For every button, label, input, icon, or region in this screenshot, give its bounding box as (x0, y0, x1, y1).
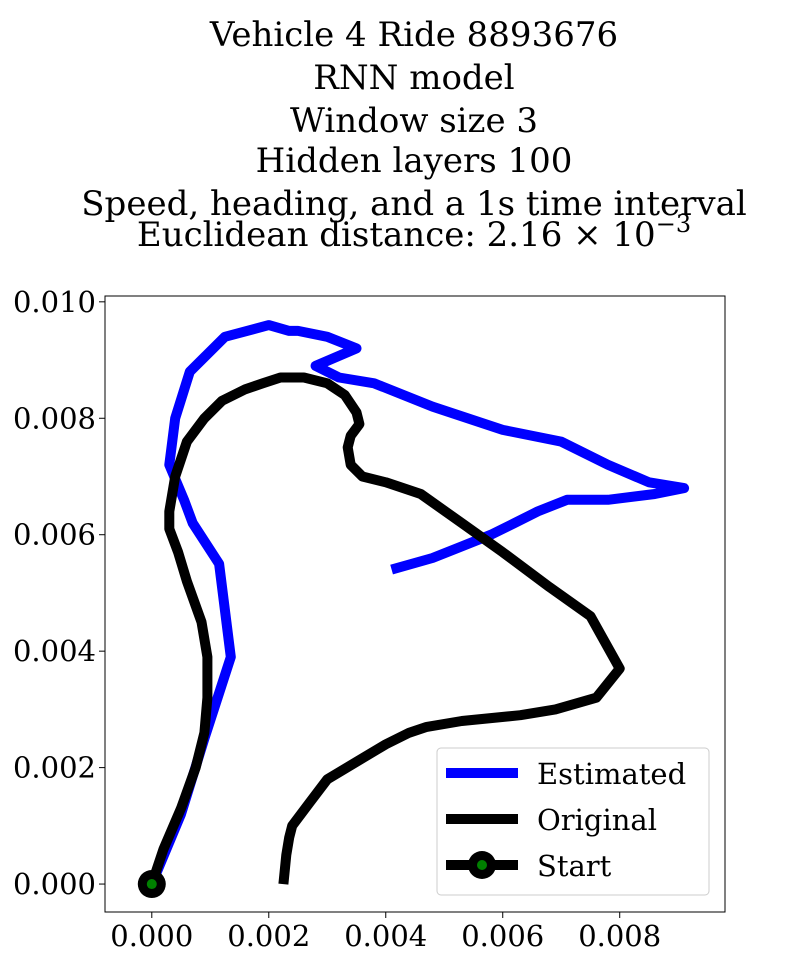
plot-area-frame (104, 295, 726, 913)
series-lines (147, 320, 690, 887)
y-tick-label: 0.000 (13, 867, 96, 901)
y-tick-label: 0.002 (13, 751, 96, 785)
title-line-4: Hidden layers 100 (256, 141, 573, 181)
y-tick-label: 0.008 (13, 401, 96, 435)
y-tick-label: 0.004 (13, 634, 96, 668)
start-marker-center (146, 879, 157, 890)
title-line-distance: Euclidean distance: 2.16 × 10−3 (137, 210, 691, 255)
x-tick-label: 0.008 (578, 919, 661, 953)
series-line-original (147, 372, 625, 886)
x-tick-label: 0.000 (110, 919, 193, 953)
legend-label-original: Original (537, 803, 657, 837)
legend-start-marker-center (477, 860, 487, 870)
y-tick-label: 0.006 (13, 518, 96, 552)
title-line-1: Vehicle 4 Ride 8893676 (209, 15, 618, 55)
x-tick-label: 0.006 (461, 919, 544, 953)
title-line-3: Window size 3 (290, 101, 538, 141)
y-axis: 0.000 0.002 0.004 0.006 0.008 0.010 (13, 285, 105, 901)
series-line-estimated (147, 320, 690, 887)
start-marker-group (137, 870, 166, 899)
legend-box (436, 747, 710, 896)
title-line-2: RNN model (313, 58, 514, 98)
y-tick-label: 0.010 (13, 285, 96, 319)
x-tick-label: 0.002 (227, 919, 310, 953)
legend-label-start: Start (537, 849, 612, 883)
x-axis: 0.000 0.002 0.004 0.006 0.008 (110, 912, 661, 953)
legend: Estimated Original Start (436, 747, 710, 896)
x-tick-label: 0.004 (344, 919, 427, 953)
title-line-5: Speed, heading, and a 1s time interval (81, 184, 746, 224)
legend-label-estimated: Estimated (537, 757, 686, 791)
